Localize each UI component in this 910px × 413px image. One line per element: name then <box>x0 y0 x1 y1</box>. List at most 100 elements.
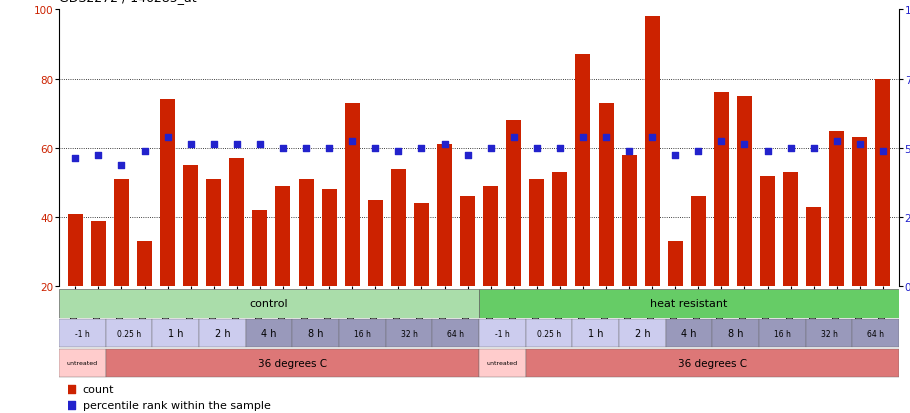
Point <box>760 149 774 155</box>
Bar <box>298 180 314 287</box>
Text: 16 h: 16 h <box>354 329 371 338</box>
Bar <box>760 176 775 287</box>
Point <box>229 142 244 148</box>
Polygon shape <box>17 293 50 314</box>
Bar <box>207 180 221 287</box>
Point <box>137 149 152 155</box>
Point <box>414 145 429 152</box>
Bar <box>572 319 619 348</box>
Text: 8 h: 8 h <box>308 328 324 338</box>
Point <box>114 162 128 169</box>
Bar <box>59 349 106 377</box>
Bar <box>666 319 713 348</box>
Bar <box>229 159 244 287</box>
Point <box>853 142 867 148</box>
Point <box>184 142 198 148</box>
Bar <box>806 207 821 287</box>
Text: count: count <box>83 384 114 394</box>
Bar <box>460 197 475 287</box>
Text: 8 h: 8 h <box>728 328 743 338</box>
Bar <box>875 79 890 287</box>
Bar <box>483 186 498 287</box>
Bar <box>668 242 682 287</box>
Bar <box>644 17 660 287</box>
Point <box>875 149 890 155</box>
Point <box>507 135 521 141</box>
Bar <box>368 200 383 287</box>
Point <box>599 135 613 141</box>
Text: 1 h: 1 h <box>168 328 184 338</box>
Bar <box>691 197 706 287</box>
Point <box>784 145 798 152</box>
Bar <box>479 289 899 318</box>
Point <box>207 142 221 148</box>
Bar <box>252 211 268 287</box>
Bar <box>91 221 106 287</box>
Text: 64 h: 64 h <box>867 329 885 338</box>
Point <box>437 142 451 148</box>
Bar <box>345 104 359 287</box>
Text: 36 degrees C: 36 degrees C <box>258 358 327 368</box>
Bar <box>713 319 759 348</box>
Bar <box>59 319 106 348</box>
Point <box>668 152 682 159</box>
Point <box>91 152 106 159</box>
Point <box>276 145 290 152</box>
Point <box>345 138 359 145</box>
Point <box>622 149 636 155</box>
Bar <box>737 97 752 287</box>
Text: untreated: untreated <box>67 361 98 366</box>
Bar <box>114 180 129 287</box>
Point <box>483 145 498 152</box>
Point <box>368 145 382 152</box>
Bar <box>153 319 199 348</box>
Text: 0.25 h: 0.25 h <box>117 329 141 338</box>
Text: control: control <box>250 299 288 309</box>
Point <box>645 135 660 141</box>
Bar <box>599 104 613 287</box>
Text: GDS2272 / 146285_at: GDS2272 / 146285_at <box>59 0 197 4</box>
Bar <box>160 100 175 287</box>
Text: 16 h: 16 h <box>774 329 791 338</box>
Bar <box>829 131 844 287</box>
Bar <box>526 319 572 348</box>
Bar <box>552 173 567 287</box>
Text: percentile rank within the sample: percentile rank within the sample <box>83 400 270 410</box>
Text: 1 h: 1 h <box>588 328 603 338</box>
Point <box>298 145 313 152</box>
Bar <box>506 121 521 287</box>
Point <box>160 135 175 141</box>
Bar <box>714 93 729 287</box>
Bar <box>276 186 290 287</box>
Bar <box>432 319 479 348</box>
Point <box>576 135 591 141</box>
Bar <box>137 242 152 287</box>
Bar <box>759 319 805 348</box>
Bar <box>530 180 544 287</box>
Bar <box>59 289 479 318</box>
Point <box>806 145 821 152</box>
Text: 36 degrees C: 36 degrees C <box>678 358 747 368</box>
Bar <box>391 169 406 287</box>
Bar <box>575 55 591 287</box>
Point <box>391 149 406 155</box>
Point <box>68 156 83 162</box>
Text: heat resistant: heat resistant <box>651 299 728 309</box>
Bar <box>414 204 429 287</box>
Bar <box>526 349 899 377</box>
Text: 32 h: 32 h <box>821 329 837 338</box>
Bar <box>805 319 853 348</box>
Bar <box>68 214 83 287</box>
Bar <box>292 319 339 348</box>
Text: 2 h: 2 h <box>215 328 230 338</box>
Bar <box>619 319 666 348</box>
Point <box>460 152 475 159</box>
Bar <box>784 173 798 287</box>
Point <box>322 145 337 152</box>
Bar <box>479 349 526 377</box>
Point <box>552 145 567 152</box>
Bar <box>106 319 153 348</box>
Polygon shape <box>17 323 50 344</box>
Bar <box>183 166 198 287</box>
Bar <box>853 138 867 287</box>
